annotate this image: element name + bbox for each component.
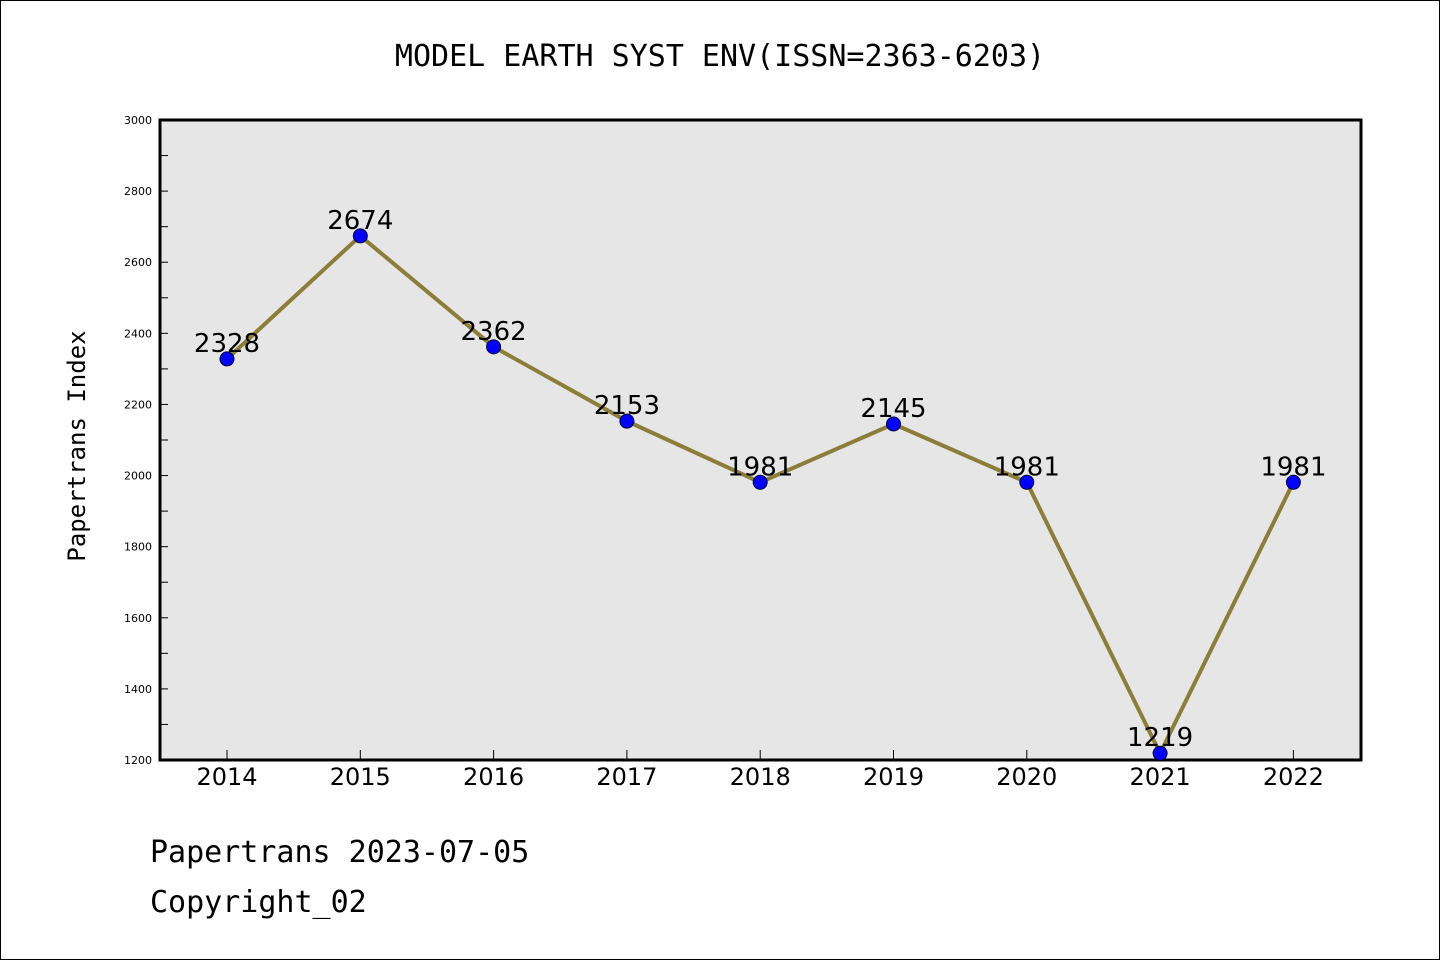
data-label: 2328	[194, 329, 260, 359]
y-tick-label: 2600	[124, 256, 152, 269]
data-point	[1285, 474, 1301, 490]
footer-copyright: Copyright_02	[150, 885, 367, 920]
data-label: 1981	[1260, 452, 1326, 482]
data-point	[219, 351, 235, 367]
data-point	[486, 339, 502, 355]
x-tick-label: 2018	[730, 763, 791, 791]
x-tick-label: 2016	[463, 763, 524, 791]
x-tick-label: 2019	[863, 763, 924, 791]
data-point	[886, 416, 901, 432]
data-point	[1019, 474, 1035, 490]
x-tick-label: 2017	[596, 763, 657, 791]
footer-date: Papertrans 2023-07-05	[150, 835, 530, 870]
data-point	[352, 228, 368, 244]
data-label: 1981	[994, 452, 1060, 482]
x-tick-label: 2020	[996, 763, 1057, 791]
data-label: 1981	[727, 452, 793, 482]
y-axis: 1200 1400 1600 1800 2000 2200 2400 2600 2800 3000	[124, 114, 168, 767]
y-tick-label: 2200	[124, 398, 152, 411]
data-label: 2145	[860, 394, 926, 424]
y-tick-label: 1600	[124, 612, 152, 625]
chart-title: MODEL EARTH SYST ENV(ISSN=2363-6203)	[395, 39, 1045, 74]
y-tick-label: 2800	[124, 185, 152, 198]
data-label: 2153	[594, 391, 660, 421]
plot-area	[158, 118, 1363, 762]
series-layer: 2328 2674 2362 2153 1981 2145 1981 1219 1981	[194, 206, 1326, 761]
y-tick-label: 1200	[124, 754, 152, 767]
x-tick-label: 2014	[196, 763, 257, 791]
x-tick-label: 2015	[330, 763, 391, 791]
data-label: 2362	[461, 317, 527, 347]
x-axis: 2014 2015 2016 2017 2018 2019 2020 2021 2022	[196, 750, 1324, 791]
y-tick-label: 1400	[124, 683, 152, 696]
data-point	[752, 474, 768, 490]
y-tick-label: 1800	[124, 541, 152, 554]
data-label: 1219	[1127, 723, 1193, 753]
y-tick-label: 3000	[124, 114, 152, 127]
data-label: 2674	[327, 206, 393, 236]
x-tick-label: 2022	[1263, 763, 1324, 791]
y-tick-label: 2400	[124, 327, 152, 340]
y-axis-label: Papertrans Index	[63, 330, 91, 561]
data-point	[619, 413, 635, 429]
y-tick-label: 2000	[124, 470, 152, 483]
x-tick-label: 2021	[1130, 763, 1191, 791]
data-point	[1152, 745, 1168, 761]
